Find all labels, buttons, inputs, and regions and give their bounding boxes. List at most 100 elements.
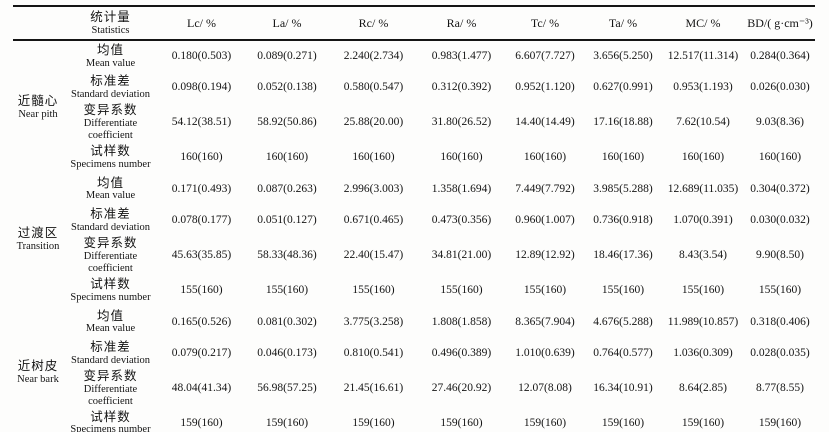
row-label: 试样数 Specimens number [63, 408, 158, 432]
group-label-en: Near bark [17, 373, 59, 385]
data-cell: 155(160) [265, 284, 309, 297]
data-cell: 159(160) [440, 416, 483, 429]
row-label-cn: 标准差 [90, 74, 131, 89]
data-cell: 31.80(26.52) [431, 116, 492, 129]
row-label-cn: 变异系数 [83, 103, 138, 118]
row-label-en: Standard deviation [70, 354, 151, 366]
group-label: 近髓心 Near pith [13, 40, 63, 173]
statistics-header-cn: 统计量 [90, 9, 131, 24]
data-cell: 0.953(1.193) [673, 81, 733, 94]
data-cell: 155(160) [440, 284, 483, 297]
data-cell: 11.989(10.857) [667, 315, 739, 328]
table-row: 变异系数 Differentiate coefficient 48.04(41.34… [13, 369, 815, 407]
data-cell: 160(160) [601, 151, 645, 164]
data-cell: 8.64(2.85) [679, 382, 727, 395]
table-row: 标准差 Standard deviation 0.079(0.217) 0.046(0… [13, 338, 815, 370]
data-cell: 1.808(1.858) [431, 315, 492, 328]
data-cell: 12.517(11.314) [667, 50, 739, 63]
group-label: 过渡区 Transition [13, 173, 63, 306]
data-cell: 0.284(0.364) [750, 50, 810, 63]
data-cell: 0.312(0.392) [431, 81, 492, 94]
row-label: 变异系数 Differentiate coefficient [63, 103, 158, 141]
data-cell: 56.98(57.25) [257, 382, 317, 395]
column-header-lc: Lc/ % [158, 6, 245, 41]
group-label-en: Transition [16, 241, 60, 253]
data-cell: 0.671(0.465) [343, 214, 404, 227]
row-label-cn: 均值 [96, 43, 124, 58]
row-label-en: Mean value [85, 190, 136, 202]
group-label: 近树皮 Near bark [13, 306, 63, 432]
data-cell: 0.180(0.503) [171, 50, 232, 63]
data-cell: 155(160) [681, 284, 725, 297]
data-cell: 155(160) [352, 284, 395, 297]
table-row: 标准差 Standard deviation 0.078(0.177) 0.051(0… [13, 205, 815, 237]
data-cell: 0.318(0.406) [750, 315, 810, 328]
column-header-ra: Ra/ % [418, 6, 505, 41]
row-label: 变异系数 Differentiate coefficient [63, 369, 158, 407]
data-cell: 155(160) [758, 284, 802, 297]
data-cell: 27.46(20.92) [431, 382, 492, 395]
row-label-cn: 变异系数 [83, 236, 138, 251]
data-cell: 0.098(0.194) [171, 81, 232, 94]
data-cell: 16.34(10.91) [593, 382, 653, 395]
data-cell: 160(160) [440, 151, 483, 164]
data-cell: 1.358(1.694) [431, 182, 492, 195]
row-label-cn: 试样数 [90, 277, 131, 292]
data-cell: 3.775(3.258) [343, 315, 404, 328]
data-cell: 155(160) [523, 284, 567, 297]
data-cell: 48.04(41.34) [171, 382, 232, 395]
row-label-en: Specimens number [70, 158, 151, 170]
row-label-en: Mean value [85, 57, 136, 69]
table-body: 近髓心 Near pith 均值 Mean value 0.180(0.503) 0.08… [13, 40, 815, 432]
row-label-en: Differentiate coefficient [83, 117, 138, 141]
data-cell: 159(160) [352, 416, 395, 429]
row-label: 标准差 Standard deviation [63, 338, 158, 370]
table-row: 过渡区 Transition 均值 Mean value 0.171(0.493) 0.0… [13, 173, 815, 252]
statistics-column-header: 统计量 Statistics [63, 6, 158, 41]
row-label-en: Standard deviation [70, 88, 151, 100]
data-cell: 0.983(1.477) [431, 50, 492, 63]
header-row: 统计量 Statistics Lc/ % La/ % Rc/ % Ra/ % T… [13, 6, 815, 41]
table-row: 变异系数 Differentiate coefficient 45.63(35.85… [13, 236, 815, 274]
data-cell: 159(160) [601, 416, 645, 429]
row-label: 均值 Mean value [63, 173, 158, 205]
wood-statistics-table: 统计量 Statistics Lc/ % La/ % Rc/ % Ra/ % T… [13, 5, 815, 432]
data-cell: 0.081(0.302) [257, 315, 317, 328]
data-cell: 160(160) [180, 151, 223, 164]
data-cell: 160(160) [681, 151, 725, 164]
row-label-en: Differentiate coefficient [83, 250, 138, 274]
data-cell: 159(160) [681, 416, 725, 429]
table-row: 试样数 Specimens number 160(160) 160(160) 160(1… [13, 141, 815, 173]
data-cell: 58.92(50.86) [257, 116, 317, 129]
data-cell: 0.627(0.991) [593, 81, 653, 94]
data-cell: 4.676(5.288) [593, 315, 653, 328]
column-header-ta: Ta/ % [585, 6, 661, 41]
group-label-cn: 近树皮 [17, 358, 59, 373]
table-row: 试样数 Specimens number 155(160) 155(160) 155(1… [13, 274, 815, 306]
table-row: 变异系数 Differentiate coefficient 54.12(38.51… [13, 103, 815, 141]
column-header-rc: Rc/ % [329, 6, 418, 41]
data-cell: 0.079(0.217) [171, 347, 232, 360]
data-cell: 0.580(0.547) [343, 81, 404, 94]
row-label-en: Standard deviation [70, 221, 151, 233]
row-label: 试样数 Specimens number [63, 141, 158, 173]
data-cell: 0.304(0.372) [750, 182, 810, 195]
row-label: 变异系数 Differentiate coefficient [63, 236, 158, 274]
data-cell: 8.77(8.55) [756, 382, 804, 395]
data-cell: 1.070(0.391) [673, 214, 733, 227]
row-label-cn: 标准差 [90, 207, 131, 222]
data-cell: 6.607(7.727) [515, 50, 575, 63]
table-row: 试样数 Specimens number 159(160) 159(160) 159(1… [13, 408, 815, 432]
row-label-cn: 标准差 [90, 340, 131, 355]
data-cell: 0.087(0.263) [257, 182, 317, 195]
table-row: 近树皮 Near bark 均值 Mean value 0.165(0.526) 0.08… [13, 306, 815, 385]
row-label: 标准差 Standard deviation [63, 72, 158, 104]
data-cell: 0.051(0.127) [257, 214, 317, 227]
data-cell: 8.43(3.54) [679, 249, 727, 262]
row-label: 标准差 Standard deviation [63, 205, 158, 237]
row-label-cn: 试样数 [90, 143, 131, 158]
data-cell: 54.12(38.51) [171, 116, 232, 129]
row-label-cn: 变异系数 [83, 369, 138, 384]
data-cell: 12.689(11.035) [667, 182, 739, 195]
data-cell: 0.028(0.035) [750, 347, 810, 360]
